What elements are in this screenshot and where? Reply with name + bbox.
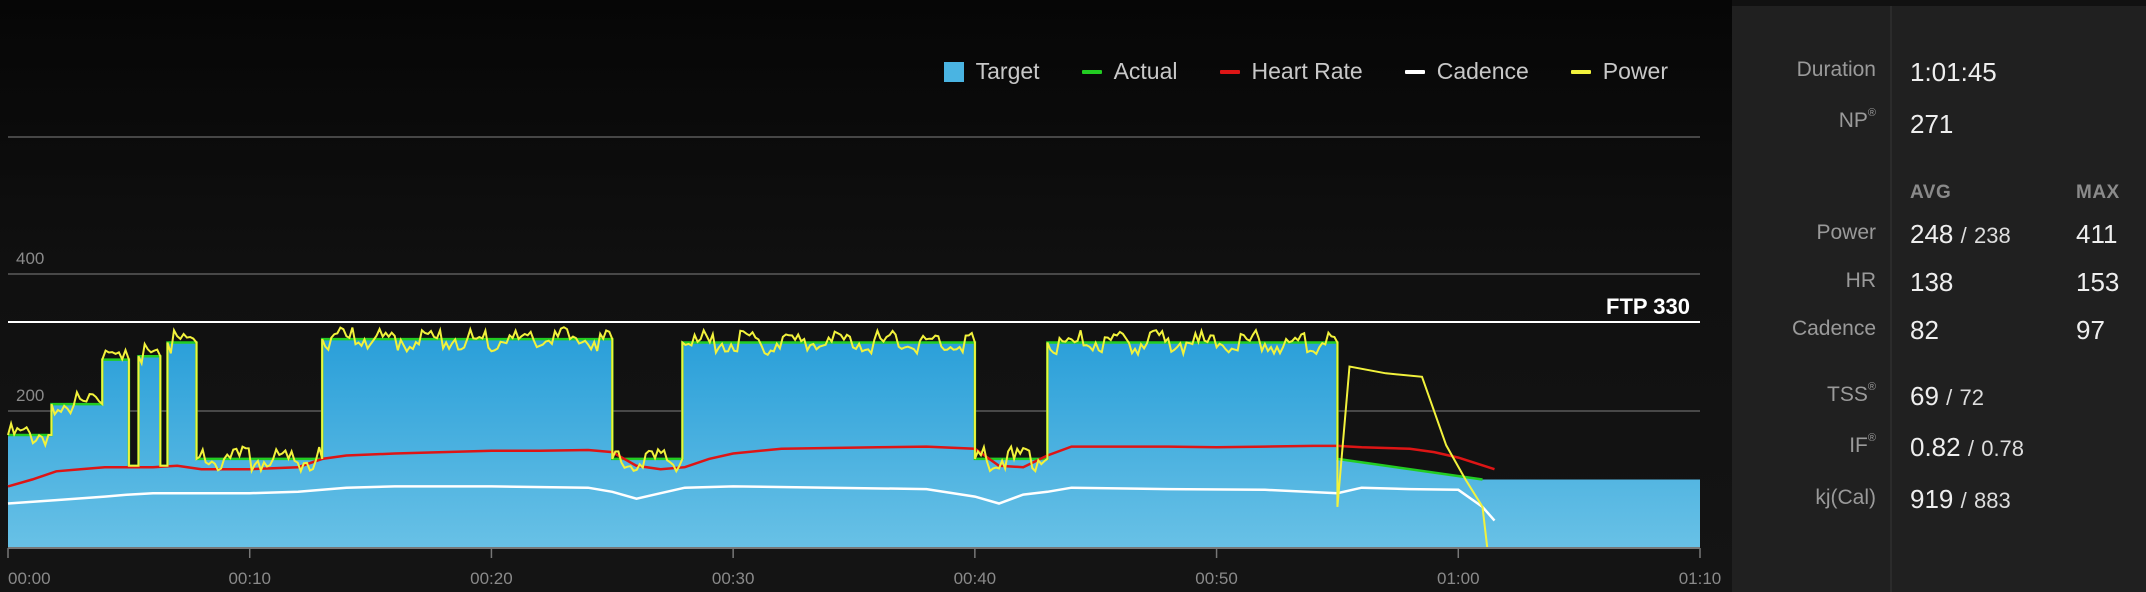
- legend-label-heart-rate: Heart Rate: [1251, 58, 1363, 84]
- series-heart-rate-line: [7, 444, 1495, 488]
- kj-value: 919 / 883: [1910, 484, 2011, 514]
- x-tick-label: 00:10: [228, 569, 271, 588]
- max-column-header: MAX: [2076, 182, 2120, 203]
- power-swatch-icon: [1570, 69, 1591, 74]
- x-tick-label: 00:40: [954, 569, 997, 588]
- x-tick-label: 00:20: [470, 569, 513, 588]
- np-registered-mark: ®: [1867, 107, 1876, 119]
- legend-item-target[interactable]: Target: [943, 58, 1040, 85]
- series-target-area: [8, 339, 1700, 548]
- power-max-value: 411: [2076, 219, 2118, 249]
- x-tick-label: 01:10: [1679, 569, 1722, 588]
- tss-label: TSS®: [1827, 381, 1876, 406]
- legend-item-actual[interactable]: Actual: [1081, 58, 1178, 85]
- legend-label-power: Power: [1602, 58, 1668, 84]
- legend-item-heart-rate[interactable]: Heart Rate: [1219, 58, 1363, 85]
- power-avg-value: 248 / 238: [1910, 219, 2011, 249]
- x-tick-label: 00:50: [1195, 569, 1238, 588]
- cadence-avg-value: 82: [1910, 315, 1939, 345]
- tss-value: 69 / 72: [1910, 381, 1984, 411]
- panel-divider: [1890, 6, 1892, 592]
- duration-label: Duration: [1796, 58, 1876, 81]
- legend-item-power[interactable]: Power: [1570, 58, 1668, 85]
- hr-label: HR: [1845, 269, 1876, 292]
- heart-rate-swatch-icon: [1219, 69, 1240, 74]
- x-tick-label: 00:00: [8, 569, 51, 588]
- series-power-line: [7, 326, 1489, 549]
- actual-swatch-icon: [1081, 69, 1102, 74]
- legend-label-actual: Actual: [1113, 58, 1178, 84]
- if-value: 0.82 / 0.78: [1910, 432, 2025, 462]
- duration-value: 1:01:45: [1910, 57, 1997, 87]
- target-swatch-icon: [943, 61, 964, 82]
- workout-chart-area: 200 400 FTP 330 00:00 00:10 00:20 00:30 00:40 00…: [0, 0, 1732, 592]
- ftp-label: FTP 330: [1606, 294, 1690, 319]
- x-tick-label: 01:00: [1437, 569, 1480, 588]
- if-registered-mark: ®: [1867, 432, 1876, 444]
- tss-registered-mark: ®: [1867, 381, 1876, 393]
- legend-item-cadence[interactable]: Cadence: [1404, 58, 1529, 85]
- hr-max-value: 153: [2076, 267, 2120, 297]
- legend-label-target: Target: [975, 58, 1040, 84]
- avg-column-header: AVG: [1910, 182, 1952, 203]
- cadence-swatch-icon: [1404, 69, 1425, 74]
- np-value: 271: [1910, 109, 1954, 139]
- np-label: NP®: [1838, 107, 1876, 132]
- workout-chart[interactable]: 200 400 FTP 330 00:00 00:10 00:20 00:30 00:40 00…: [0, 0, 1732, 592]
- chart-legend: Target Actual Heart Rate Cadence Power: [943, 58, 1668, 85]
- hr-avg-value: 138: [1910, 267, 1954, 297]
- if-label: IF®: [1849, 432, 1876, 457]
- power-label: Power: [1816, 221, 1876, 244]
- legend-label-cadence: Cadence: [1436, 58, 1529, 84]
- cadence-label: Cadence: [1791, 317, 1876, 340]
- stats-panel: Duration 1:01:45 NP® 271 AVG MAX Power 2…: [1732, 6, 2146, 592]
- kj-label: kj(Cal): [1815, 486, 1876, 509]
- cadence-max-value: 97: [2076, 315, 2105, 345]
- y-tick-label-400: 400: [16, 249, 44, 268]
- x-tick-label: 00:30: [712, 569, 755, 588]
- series-cadence-line: [7, 485, 1496, 522]
- y-tick-label-200: 200: [16, 386, 44, 405]
